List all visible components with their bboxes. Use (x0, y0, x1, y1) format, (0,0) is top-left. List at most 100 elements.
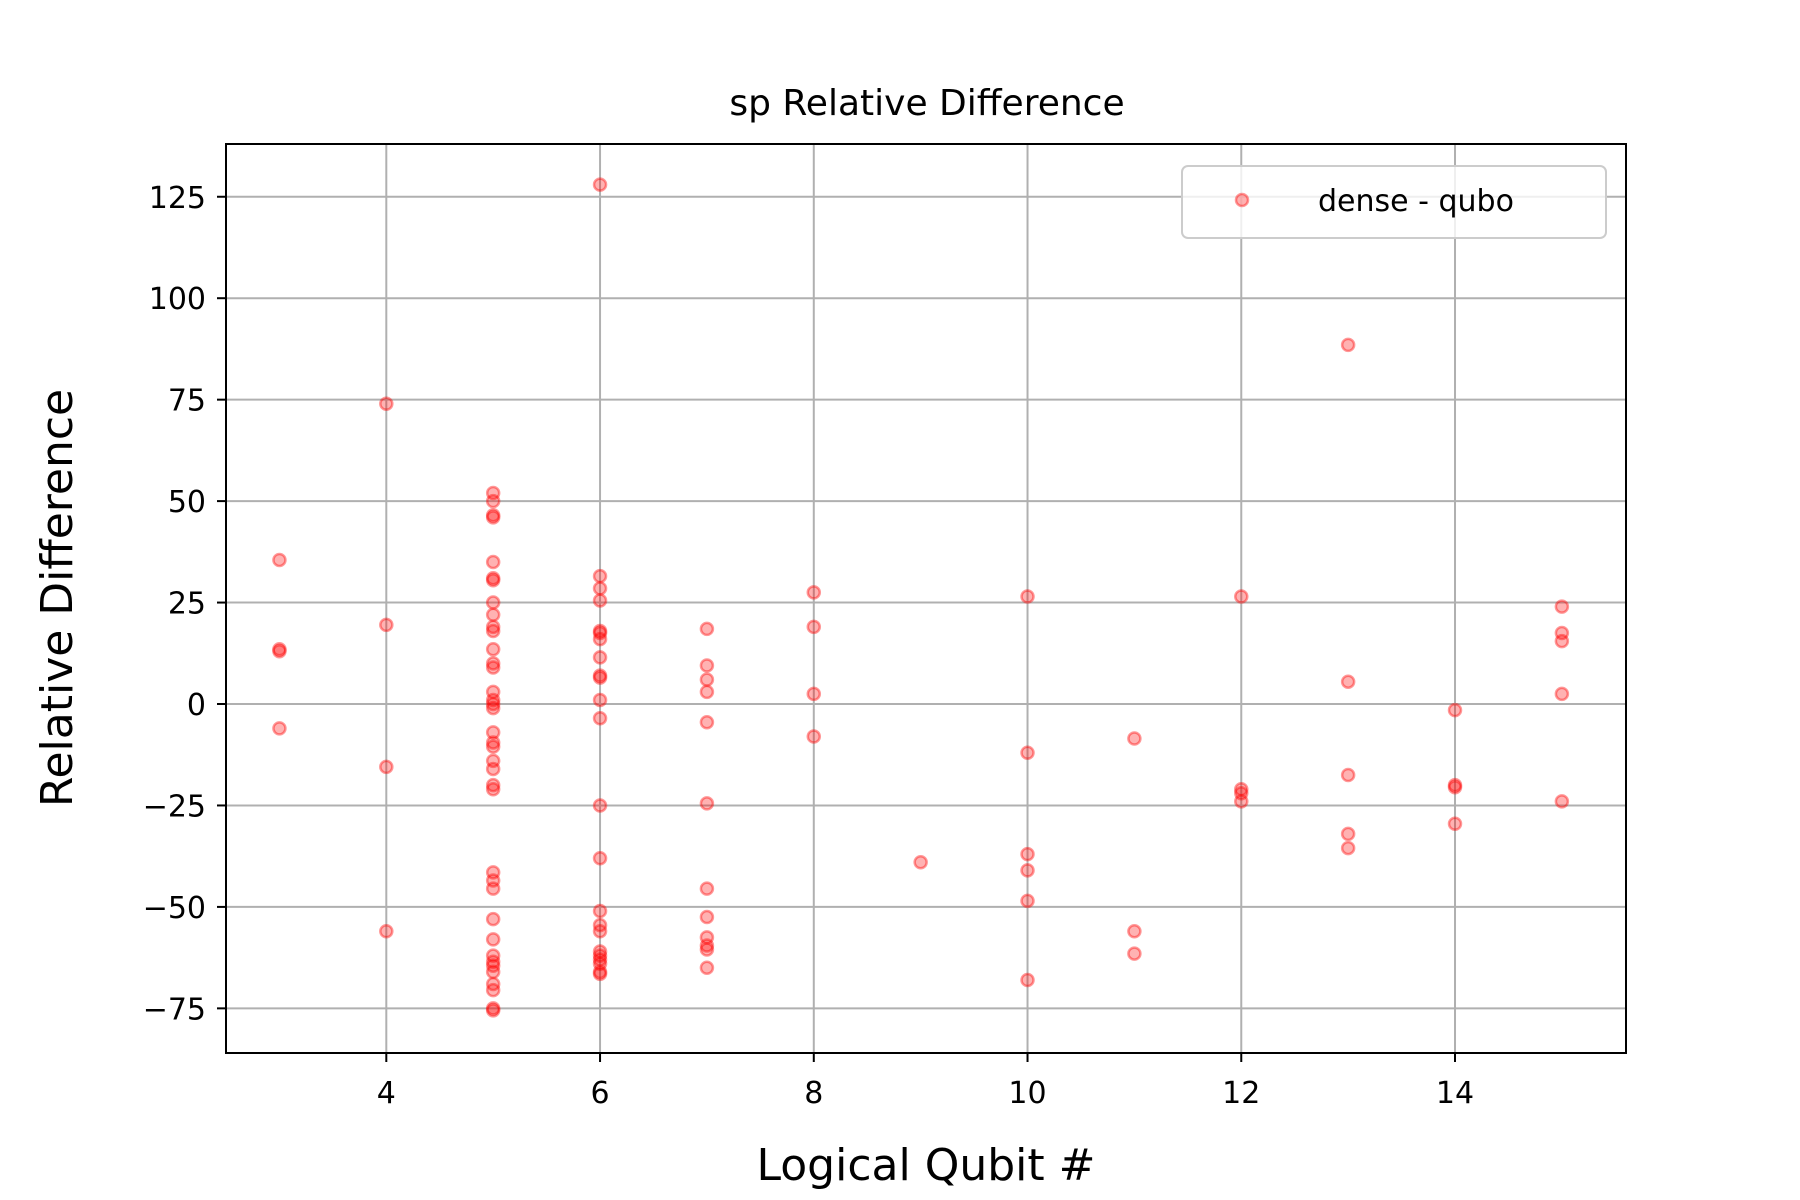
data-point (485, 510, 501, 525)
legend-box (1181, 165, 1607, 239)
data-point (485, 572, 501, 588)
data-point (592, 952, 608, 967)
x-tick-label: 8 (804, 1076, 823, 1111)
data-point (1234, 786, 1249, 801)
data-point (1340, 674, 1356, 689)
data-point (699, 960, 715, 976)
data-point (485, 696, 501, 712)
data-point (485, 753, 501, 769)
data-point (1020, 589, 1035, 604)
data-point (272, 552, 287, 568)
data-point (1447, 777, 1463, 793)
data-point (1340, 840, 1356, 856)
data-point (1020, 745, 1035, 760)
data-point (485, 700, 501, 716)
axis-ticks: 4 6 8 10 12 14 −75 −50 −25 0 25 50 75 100 125 (143, 181, 1474, 1111)
data-point (592, 850, 608, 866)
data-point (699, 930, 715, 945)
data-point (592, 623, 608, 639)
data-point (485, 1003, 501, 1018)
data-points (272, 177, 1570, 1018)
data-point (806, 729, 822, 744)
data-point (1340, 826, 1356, 842)
y-tick-label: −25 (143, 789, 206, 824)
x-tick-label: 6 (590, 1076, 609, 1111)
data-point (1554, 625, 1570, 641)
y-tick-label: 50 (168, 485, 206, 520)
y-tick-label: 25 (168, 587, 206, 622)
data-point (1340, 337, 1356, 353)
data-point (699, 684, 715, 700)
y-tick-label: 100 (149, 282, 206, 317)
data-point (1554, 794, 1570, 809)
x-tick-label: 4 (377, 1076, 396, 1111)
data-point (485, 873, 501, 888)
data-point (699, 715, 715, 730)
data-point (485, 595, 501, 610)
data-point (1234, 794, 1249, 809)
data-point (592, 177, 608, 192)
data-point (1554, 633, 1570, 649)
data-point (1020, 893, 1035, 909)
data-point (1020, 863, 1035, 878)
data-point (592, 670, 608, 685)
data-point (485, 554, 501, 570)
x-tick-label: 12 (1222, 1076, 1260, 1111)
data-point (485, 692, 501, 708)
data-point (485, 954, 501, 969)
y-tick-label: 125 (149, 181, 206, 216)
y-tick-label: −50 (143, 891, 206, 926)
data-point (485, 948, 501, 963)
y-tick-label: −75 (143, 992, 206, 1027)
data-point (485, 976, 501, 992)
data-point (485, 777, 501, 793)
data-point (1020, 972, 1035, 988)
x-axis-title: Logical Qubit # (757, 1140, 1096, 1191)
data-point (1447, 816, 1463, 831)
plot-frame (225, 143, 1627, 1054)
data-point (699, 658, 715, 673)
data-point (485, 684, 501, 700)
data-point (485, 881, 501, 896)
data-point (485, 911, 501, 927)
data-point (592, 692, 608, 708)
data-point (485, 1001, 501, 1016)
legend-marker-icon (1234, 192, 1250, 208)
data-point (379, 924, 394, 939)
legend-label: dense - qubo (1318, 184, 1514, 219)
data-point (485, 570, 501, 586)
data-point (1020, 846, 1035, 862)
data-point (1447, 702, 1463, 718)
data-point (485, 958, 501, 974)
data-point (1447, 779, 1463, 795)
data-point (485, 623, 501, 639)
data-point (485, 493, 501, 509)
y-tick-label: 75 (168, 384, 206, 419)
data-point (699, 621, 715, 637)
data-point (485, 964, 501, 980)
data-point (272, 644, 287, 659)
data-point (1234, 781, 1249, 797)
data-point (379, 617, 394, 633)
data-point (485, 781, 501, 797)
data-point (592, 650, 608, 665)
data-point (806, 686, 822, 702)
data-point (592, 568, 608, 584)
y-tick-label: 0 (187, 688, 206, 723)
x-tick-label: 14 (1436, 1076, 1474, 1111)
data-point (592, 948, 608, 963)
data-point (379, 759, 394, 775)
data-point (592, 581, 608, 596)
data-point (485, 932, 501, 947)
data-point (485, 761, 501, 777)
data-point (592, 917, 608, 933)
data-point (1127, 946, 1142, 961)
data-point (1554, 599, 1570, 614)
data-point (1127, 731, 1142, 746)
data-point (699, 672, 715, 687)
data-point (1554, 686, 1570, 702)
data-point (699, 942, 715, 957)
data-point (485, 735, 501, 750)
data-point (913, 855, 928, 870)
